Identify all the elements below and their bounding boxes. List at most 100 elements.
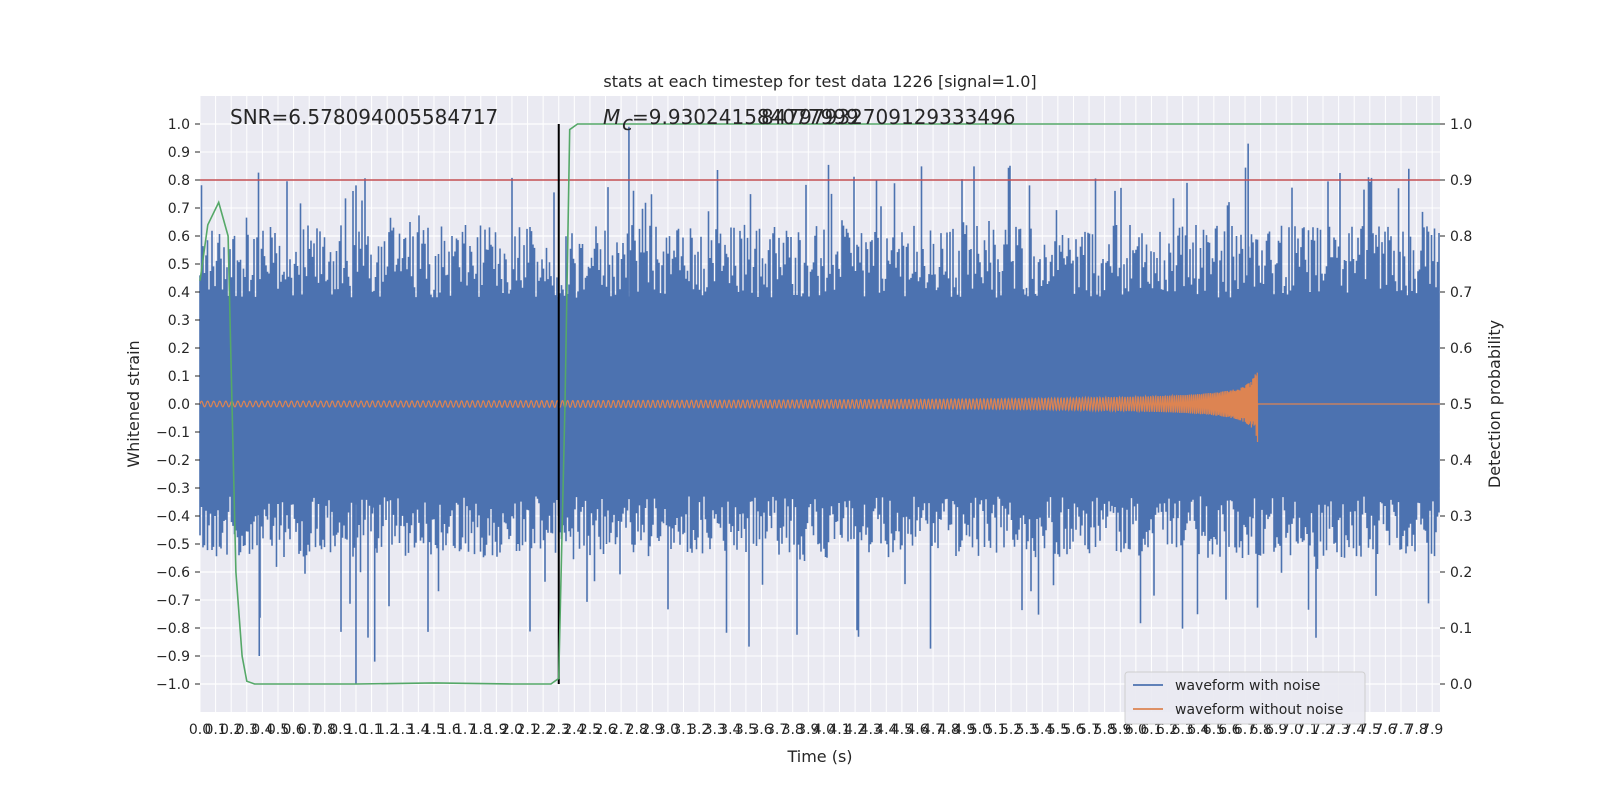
x-tick-label: 2.7 [610, 722, 632, 738]
y-tick-label: 0.1 [168, 369, 190, 385]
y-tick-label: −0.2 [156, 453, 190, 469]
legend-box [1124, 671, 1366, 725]
y-tick-label: 0.5 [168, 257, 190, 273]
x-tick-label: 4.4 [875, 722, 897, 738]
y-tick-label: −0.5 [156, 537, 190, 553]
y-tick-label: −1.0 [156, 677, 190, 693]
y2-tick-label: 0.6 [1450, 341, 1472, 357]
x-tick-label: 7.0 [1281, 722, 1303, 738]
y-tick-label: 0.8 [168, 173, 190, 189]
x-tick-label: 6.3 [1172, 722, 1194, 738]
y2-tick-label: 0.1 [1450, 621, 1472, 637]
x-tick-label: 6.4 [1187, 722, 1209, 738]
y-tick-label: 0.4 [168, 285, 190, 301]
x-tick-label: 7.7 [1390, 722, 1412, 738]
x-tick-label: 0.6 [282, 722, 304, 738]
series-waveform-without-noise [199, 372, 1440, 442]
x-tick-label: 6.2 [1156, 722, 1178, 738]
chart-title: stats at each timestep for test data 122… [603, 72, 1036, 91]
x-tick-label: 5.7 [1078, 722, 1100, 738]
y-tick-label: 0.2 [168, 341, 190, 357]
x-tick-label: 0.0 [189, 722, 211, 738]
y-tick-label: −0.1 [156, 425, 190, 441]
x-tick-label: 3.3 [704, 722, 726, 738]
x-tick-label: 1.7 [454, 722, 476, 738]
x-tick-label: 2.0 [501, 722, 523, 738]
y-tick-label: 0.7 [168, 201, 190, 217]
x-tick-label: 2.2 [532, 722, 554, 738]
x-tick-label: 2.4 [563, 722, 585, 738]
clean-trace [199, 372, 1440, 442]
x-tick-label: 1.8 [470, 722, 492, 738]
mc-symbol: M [603, 105, 620, 129]
x-tick-label: 6.0 [1125, 722, 1147, 738]
mc-subscript: c [622, 111, 633, 135]
x-tick-label: 5.5 [1047, 722, 1069, 738]
x-tick-label: 2.1 [516, 722, 538, 738]
x-tick-label: 5.6 [1062, 722, 1084, 738]
x-tick-label: 3.4 [719, 722, 741, 738]
ticks: 0.00.10.20.30.40.50.60.70.80.91.01.11.21… [156, 117, 1472, 738]
x-tick-label: 7.3 [1327, 722, 1349, 738]
x-tick-label: 1.2 [376, 722, 398, 738]
x-tick-label: 3.2 [688, 722, 710, 738]
y-tick-label: 0.6 [168, 229, 190, 245]
noise-trace [199, 164, 1440, 649]
y-tick-label: −0.4 [156, 509, 190, 525]
x-tick-label: 6.8 [1249, 722, 1271, 738]
x-tick-label: 6.6 [1218, 722, 1240, 738]
y2-tick-label: 0.4 [1450, 453, 1472, 469]
x-tick-label: 1.9 [485, 722, 507, 738]
mc-overlap-text: 847979327091293334​96 [761, 105, 1016, 129]
x-tick-label: 4.5 [891, 722, 913, 738]
series-waveform-with-noise [199, 126, 1440, 684]
y-tick-label: −0.8 [156, 621, 190, 637]
snr-annotation: SNR=6.578094005584717 [230, 105, 498, 129]
x-tick-label: 0.7 [298, 722, 320, 738]
x-tick-label: 5.2 [1000, 722, 1022, 738]
x-tick-label: 2.8 [626, 722, 648, 738]
x-tick-label: 2.9 [641, 722, 663, 738]
x-tick-label: 7.1 [1296, 722, 1318, 738]
x-tick-label: 1.3 [392, 722, 414, 738]
y-tick-label: −0.6 [156, 565, 190, 581]
legend: waveform with noise waveform without noi… [1124, 671, 1366, 725]
x-tick-label: 7.2 [1312, 722, 1334, 738]
y-tick-label: −0.3 [156, 481, 190, 497]
mc-value: =9.930241584077999 [632, 105, 859, 129]
mc-annotation: M c =9.930241584077999 84797932709129333… [603, 105, 1016, 135]
y2-tick-label: 0.0 [1450, 677, 1472, 693]
x-tick-label: 3.8 [782, 722, 804, 738]
x-tick-label: 4.6 [906, 722, 928, 738]
y-tick-label: 1.0 [168, 117, 190, 133]
y-tick-label: 0.0 [168, 397, 190, 413]
y2-tick-label: 0.3 [1450, 509, 1472, 525]
x-tick-label: 1.0 [345, 722, 367, 738]
x-tick-label: 6.5 [1203, 722, 1225, 738]
y2-axis-label: Detection probability [1485, 320, 1504, 488]
detection-probability-line [199, 123, 1440, 685]
y-tick-label: 0.9 [168, 145, 190, 161]
x-tick-label: 3.5 [735, 722, 757, 738]
x-tick-label: 5.0 [969, 722, 991, 738]
x-tick-label: 7.4 [1343, 722, 1365, 738]
y-tick-label: −0.7 [156, 593, 190, 609]
x-tick-label: 0.1 [204, 722, 226, 738]
legend-label-clean: waveform without noise [1175, 702, 1343, 718]
y-tick-label: 0.3 [168, 313, 190, 329]
x-tick-label: 4.7 [922, 722, 944, 738]
y-axis-label: Whitened strain [124, 340, 143, 467]
y2-tick-label: 0.9 [1450, 173, 1472, 189]
x-tick-label: 0.5 [267, 722, 289, 738]
x-tick-label: 7.5 [1359, 722, 1381, 738]
x-tick-label: 6.9 [1265, 722, 1287, 738]
x-tick-label: 0.2 [220, 722, 242, 738]
y-tick-label: −0.9 [156, 649, 190, 665]
x-tick-label: 2.3 [548, 722, 570, 738]
x-tick-label: 5.1 [984, 722, 1006, 738]
x-tick-label: 3.6 [750, 722, 772, 738]
x-tick-label: 4.2 [844, 722, 866, 738]
x-tick-label: 3.0 [657, 722, 679, 738]
x-tick-label: 6.1 [1140, 722, 1162, 738]
